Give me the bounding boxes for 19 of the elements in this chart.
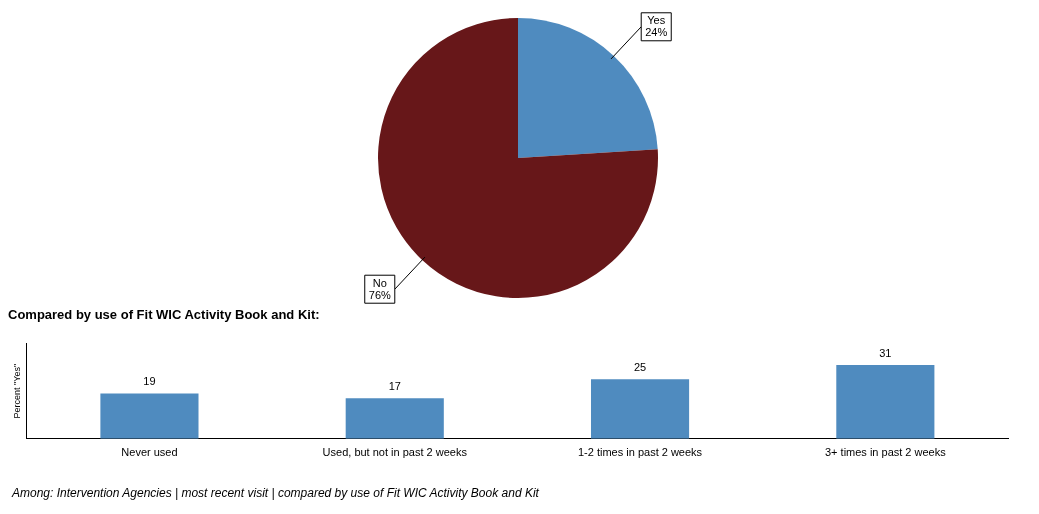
slice-label: Yes	[647, 14, 666, 27]
bar	[100, 393, 199, 439]
data-label: 17	[388, 379, 401, 392]
data-label: 25	[633, 360, 647, 373]
data-label: 76%	[368, 288, 391, 301]
x-tick-label: 1-2 times in past 2 weeks	[577, 446, 703, 459]
x-tick-label: Used, but not in past 2 weeks	[322, 446, 468, 459]
text: Among: Intervention Agencies | most recent visit | compared by use of Fit WIC Activity Book and Kit	[12, 486, 540, 500]
bar	[345, 398, 444, 439]
data-label: 24%	[645, 26, 668, 39]
bar	[836, 365, 935, 439]
x-tick-label: 3+ times in past 2 weeks	[824, 446, 947, 459]
x-tick-label: Never used	[121, 446, 178, 459]
slice-label: No	[372, 276, 387, 289]
chart-title: Compared by use of Fit WIC Activity Book and Kit:	[8, 307, 320, 323]
data-label: 31	[879, 346, 892, 359]
data-label: 19	[143, 375, 156, 388]
y-axis-title: Percent "Yes"	[11, 363, 22, 419]
bar	[590, 379, 690, 439]
